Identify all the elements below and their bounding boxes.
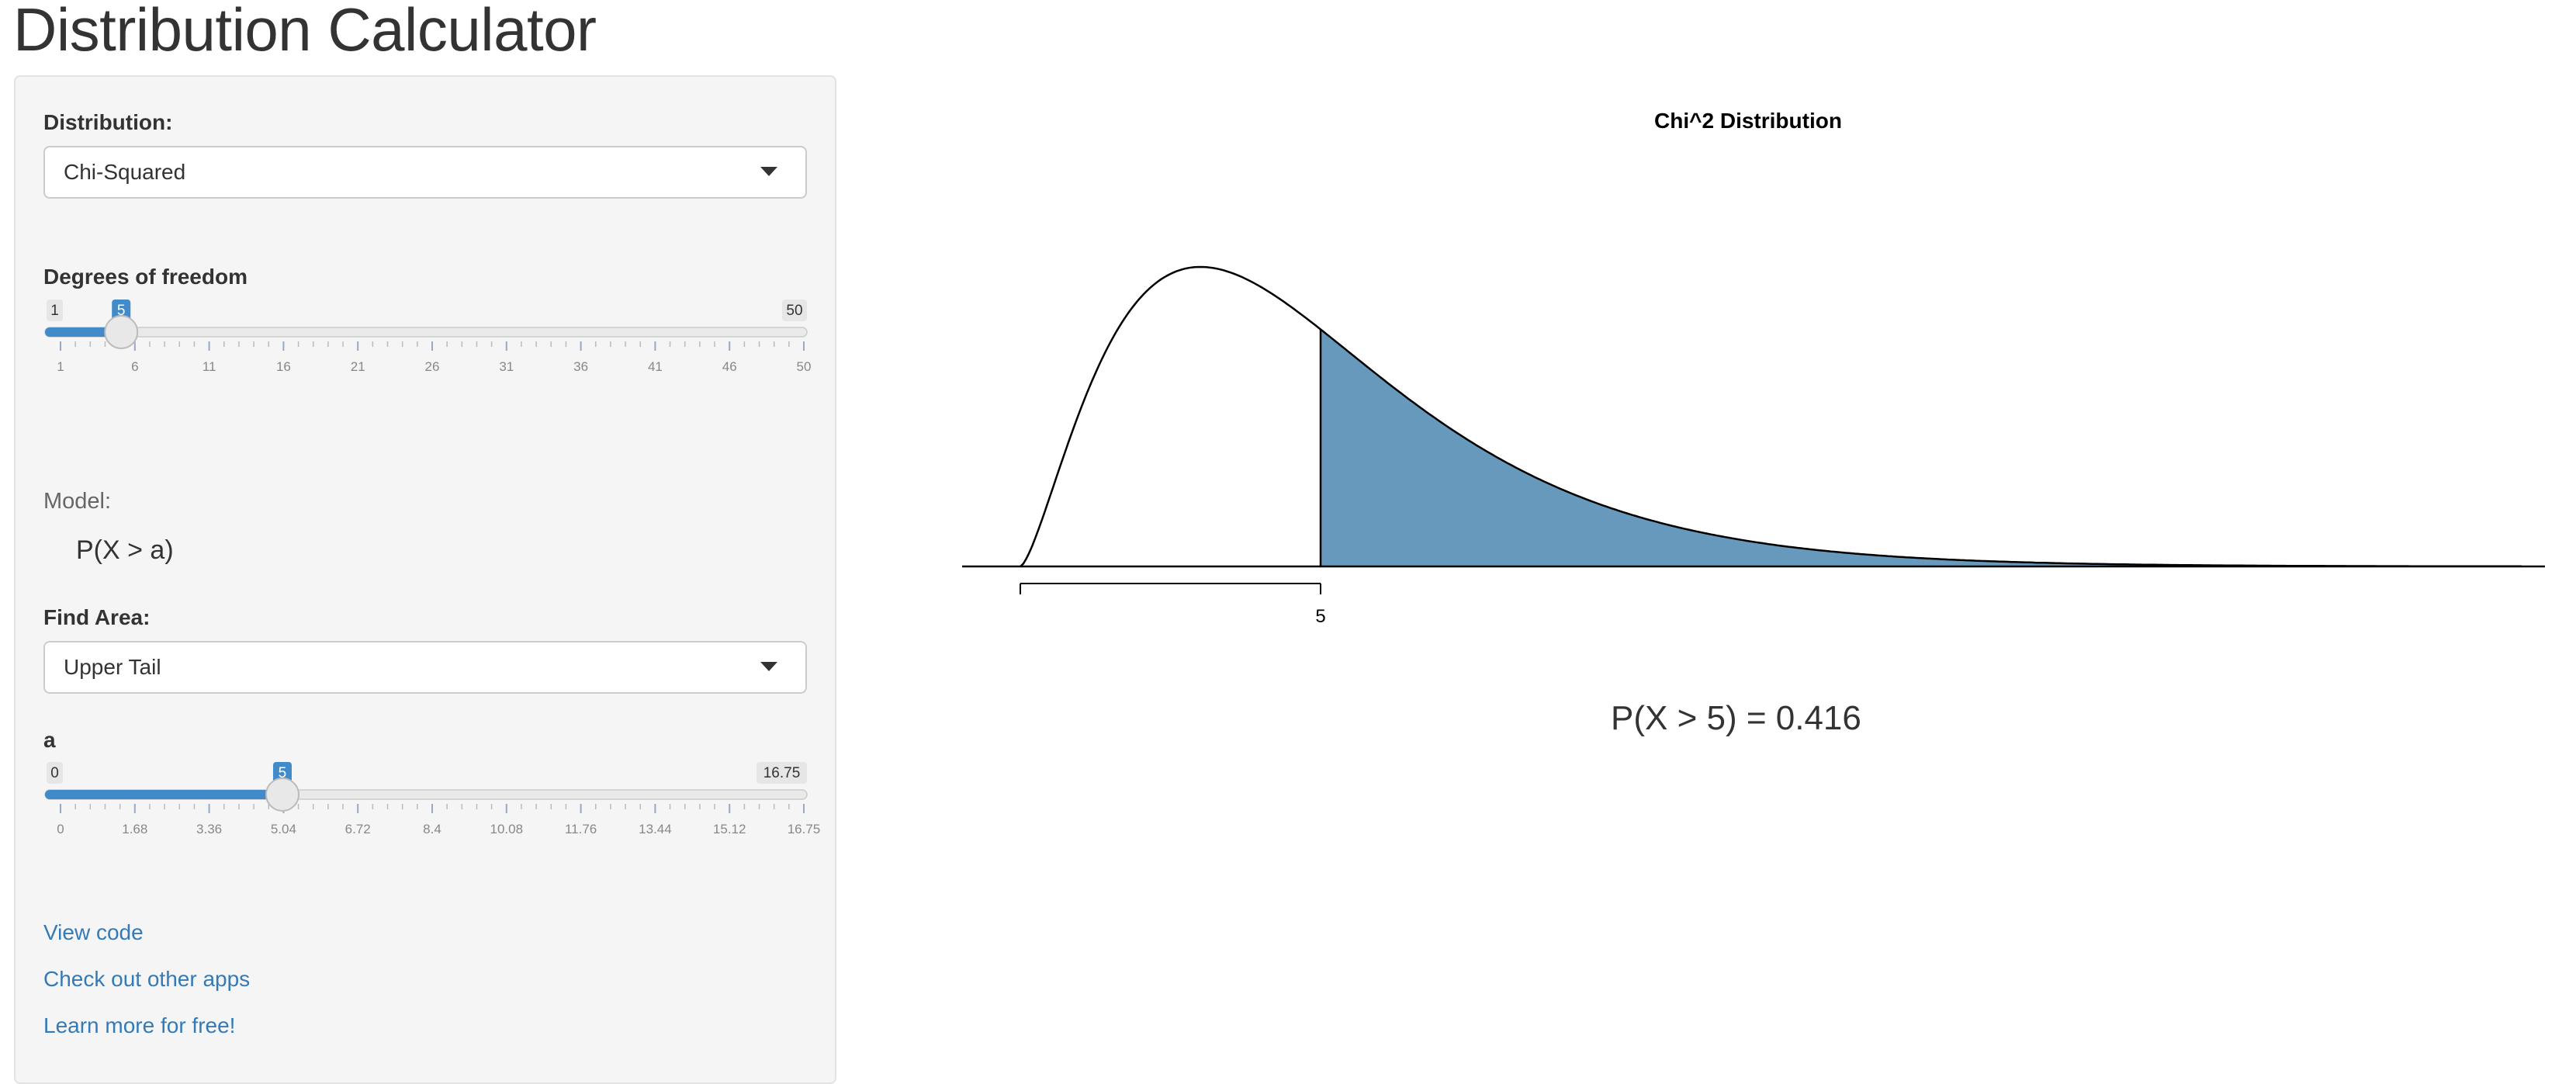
df-slider-max-box — [782, 300, 807, 321]
df-slider-min-label: 1 — [50, 303, 59, 319]
chevron-down-icon — [760, 662, 777, 671]
df-slider-max-label: 50 — [786, 303, 802, 319]
a-slider-max-box — [757, 762, 807, 784]
a-slider-tick-label: 11.76 — [565, 822, 597, 836]
other-apps-link[interactable]: Check out other apps — [43, 967, 251, 991]
df-slider-label: Degrees of freedom — [43, 265, 248, 289]
a-slider-fill — [45, 790, 282, 799]
df-slider-tick-label: 46 — [722, 359, 737, 374]
df-slider-tick-label: 21 — [351, 359, 365, 374]
a-slider-min-label: 0 — [50, 765, 59, 781]
a-slider-tick-label: 16.75 — [788, 822, 821, 836]
chevron-down-icon — [760, 167, 777, 176]
a-slider-tick-label: 0 — [57, 822, 64, 836]
shaded-area — [1321, 329, 2522, 566]
df-slider-tick-label: 31 — [499, 359, 514, 374]
a-slider-value-label: 5 — [279, 765, 287, 781]
df-slider-fill — [45, 327, 122, 337]
find-area-select-value: Upper Tail — [64, 655, 161, 679]
a-slider-tick-label: 10.08 — [490, 822, 524, 836]
a-slider-handle[interactable] — [265, 778, 299, 812]
df-slider-tick-label: 6 — [131, 359, 138, 374]
a-slider-tick-label: 13.44 — [639, 822, 672, 836]
a-slider-tick-label: 8.4 — [423, 822, 441, 836]
df-slider-tick-label: 26 — [425, 359, 440, 374]
df-slider-tick-label: 1 — [57, 359, 64, 374]
view-code-link[interactable]: View code — [43, 920, 144, 944]
distribution-select-value: Chi-Squared — [64, 160, 186, 184]
df-slider-tick-label: 36 — [573, 359, 588, 374]
df-slider-tick-label: 50 — [797, 359, 812, 374]
distribution-chart: Chi^2 Distribution 5 — [962, 109, 2545, 627]
probability-result: P(X > 5) = 0.416 — [1611, 699, 1861, 737]
distribution-select[interactable]: Chi-Squared — [43, 146, 807, 199]
page-title: Distribution Calculator — [13, 0, 597, 64]
a-slider-tick-label: 6.72 — [345, 822, 371, 836]
find-area-label: Find Area: — [43, 605, 151, 629]
a-slider-tick-label: 5.04 — [271, 822, 296, 836]
x-tick-label: 5 — [1315, 606, 1325, 627]
chart-title: Chi^2 Distribution — [1654, 109, 1842, 133]
model-formula: P(X > a) — [76, 535, 174, 565]
a-slider-max-label: 16.75 — [763, 765, 801, 781]
df-slider-tick-label: 16 — [276, 359, 291, 374]
df-slider-min-box — [47, 300, 63, 321]
model-label: Model: — [43, 489, 112, 514]
a-slider-tick-label: 15.12 — [713, 822, 746, 836]
find-area-select[interactable]: Upper Tail — [43, 641, 807, 694]
a-slider-tick-label: 1.68 — [122, 822, 147, 836]
df-slider-tick-label: 41 — [648, 359, 663, 374]
sidebar-panel — [14, 75, 836, 1084]
learn-more-link[interactable]: Learn more for free! — [43, 1013, 236, 1037]
density-curve — [1020, 265, 2522, 568]
a-slider-min-box — [47, 762, 63, 784]
df-slider-value-label: 5 — [117, 303, 126, 319]
a-slider-tick-label: 3.36 — [196, 822, 222, 836]
a-slider-label: a — [43, 728, 56, 752]
distribution-label: Distribution: — [43, 110, 173, 134]
df-slider-tick-label: 11 — [203, 359, 216, 374]
df-slider-handle[interactable] — [104, 315, 139, 349]
